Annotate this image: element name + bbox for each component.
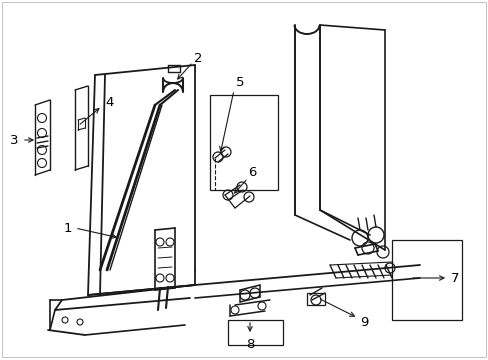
Bar bbox=[391, 240, 461, 320]
Text: 2: 2 bbox=[193, 51, 202, 64]
Text: 7: 7 bbox=[450, 271, 458, 284]
Text: 9: 9 bbox=[359, 315, 367, 328]
Text: 8: 8 bbox=[245, 338, 254, 351]
Text: 1: 1 bbox=[63, 221, 72, 234]
Bar bbox=[306, 293, 325, 305]
Bar bbox=[209, 95, 278, 190]
Bar bbox=[227, 320, 283, 345]
Text: 3: 3 bbox=[10, 134, 18, 147]
Text: 6: 6 bbox=[247, 166, 256, 179]
Text: 5: 5 bbox=[235, 76, 244, 89]
Text: 4: 4 bbox=[105, 95, 114, 108]
